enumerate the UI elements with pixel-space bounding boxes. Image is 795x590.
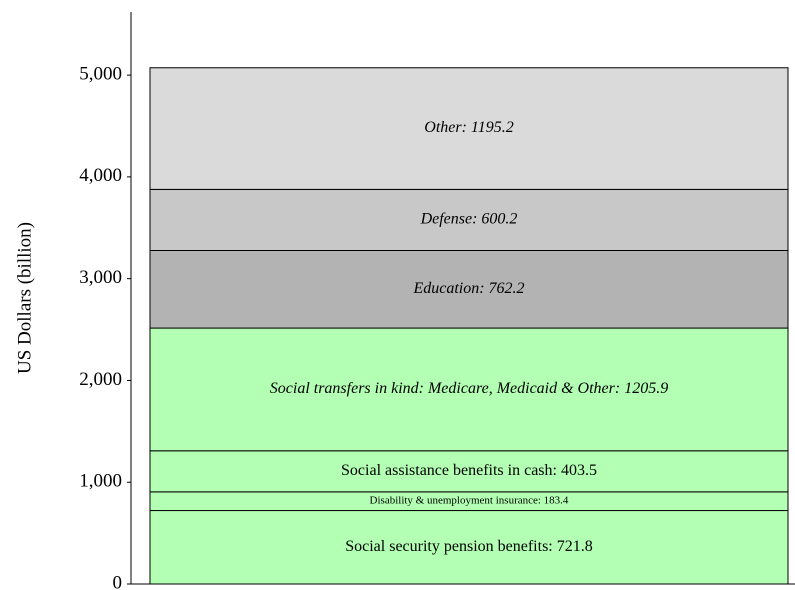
- segment-label: Social assistance benefits in cash: 403.…: [341, 462, 597, 479]
- y-tick-label: 2,000: [79, 369, 122, 390]
- y-tick-label: 5,000: [79, 63, 122, 84]
- bar-segment: [149, 249, 789, 329]
- y-tick-label: 1,000: [79, 471, 122, 492]
- segment-label: Social security pension benefits: 721.8: [345, 538, 593, 555]
- bar-segment: [149, 67, 789, 190]
- bar-segment: [149, 188, 789, 251]
- segment-label: Defense: 600.2: [420, 211, 518, 228]
- segment-label: Disability & unemployment insurance: 183…: [370, 495, 569, 507]
- y-tick-label: 4,000: [79, 165, 122, 186]
- y-axis-label: US Dollars (billion): [14, 222, 35, 374]
- bar-segment: [149, 327, 789, 452]
- bar-segment: [149, 510, 789, 585]
- segment-label: Other: 1195.2: [424, 119, 513, 136]
- y-tick-label: 3,000: [79, 267, 122, 288]
- segment-label: Social transfers in kind: Medicare, Medi…: [270, 380, 668, 397]
- segment-label: Education: 762.2: [412, 280, 524, 297]
- y-tick-label: 0: [113, 572, 123, 590]
